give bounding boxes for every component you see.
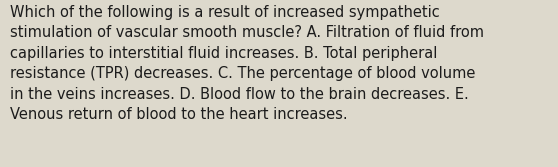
Text: Which of the following is a result of increased sympathetic
stimulation of vascu: Which of the following is a result of in…: [10, 5, 484, 122]
